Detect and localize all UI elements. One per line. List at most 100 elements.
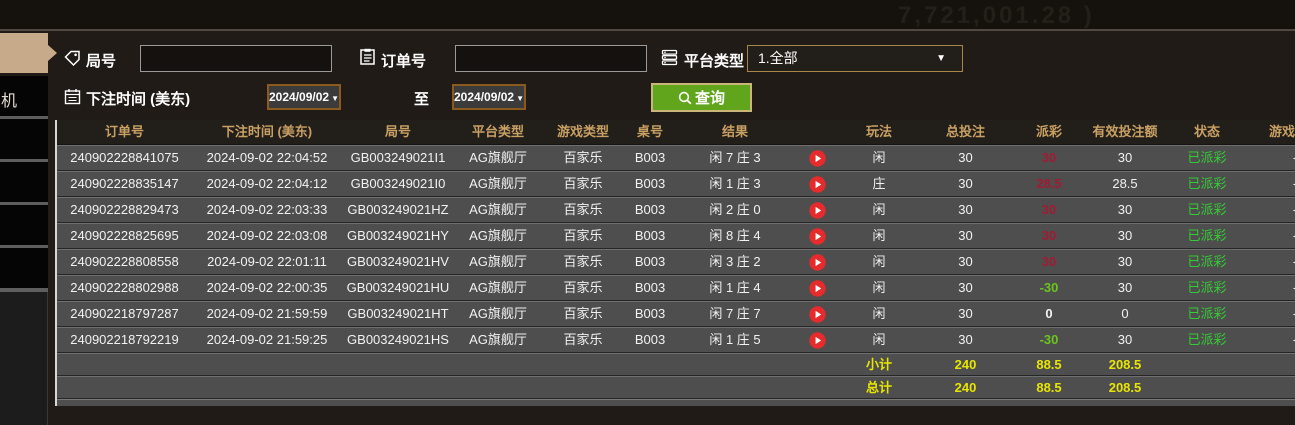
round-number: GB003249021HS (347, 332, 449, 347)
search-icon (678, 91, 692, 104)
date-from-picker[interactable]: 2024/09/02 ▼ (267, 84, 341, 110)
round-number: GB003249021HZ (347, 202, 449, 217)
empty-cell (542, 377, 624, 398)
sidebar-item-machine[interactable]: 机 (0, 76, 48, 116)
total-bet: 240 (954, 380, 977, 395)
table-number: B003 (634, 228, 666, 243)
bet-time-label: 下注时间 (美东) (86, 91, 191, 108)
bet-play: 闲 (872, 306, 886, 321)
order-number: 240902228802988 (70, 280, 179, 295)
bet-play: 庄 (872, 176, 886, 191)
column-header: 总投注 (945, 124, 985, 139)
round-number: GB003249021I1 (350, 150, 446, 165)
game-mode: - (1249, 250, 1295, 274)
empty-cell (1165, 377, 1249, 398)
game-type: 百家乐 (563, 254, 603, 269)
play-video-icon[interactable] (808, 306, 826, 326)
table-row[interactable]: 240902228825695 2024-09-02 22:03:08 GB00… (57, 223, 1295, 249)
query-button-label: 查询 (694, 90, 725, 107)
game-type: 百家乐 (563, 228, 603, 243)
table-number: B003 (634, 280, 666, 295)
total-bet-value: 30 (958, 332, 973, 347)
table-row[interactable]: 240902228802988 2024-09-02 22:00:35 GB00… (57, 275, 1295, 301)
total-bet-value: 30 (958, 202, 973, 217)
table-row[interactable]: 240902228829473 2024-09-02 22:03:33 GB00… (57, 197, 1295, 223)
round-number: GB003249021I0 (350, 176, 446, 191)
video-cell (794, 146, 840, 170)
sidebar-item[interactable] (0, 248, 48, 288)
valid-bet-value: 30 (1117, 150, 1133, 165)
order-number-input[interactable] (455, 45, 647, 72)
result-text: 闲 2 庄 0 (709, 202, 761, 217)
play-video-icon[interactable] (808, 176, 826, 196)
play-video-icon[interactable] (808, 280, 826, 300)
subtotal-valid: 208.5 (1108, 357, 1142, 372)
round-number-input[interactable] (140, 45, 332, 72)
bet-play: 闲 (872, 332, 886, 347)
empty-cell (192, 377, 342, 398)
game-mode: - (1249, 328, 1295, 352)
bet-play: 闲 (872, 228, 886, 243)
result-text: 闲 8 庄 4 (709, 228, 761, 243)
play-video-icon[interactable] (808, 202, 826, 222)
sidebar-active-item[interactable] (0, 33, 57, 73)
result-text: 闲 7 庄 3 (709, 150, 761, 165)
order-number: 240902228835147 (70, 176, 179, 191)
payout-value: 30 (1041, 254, 1057, 269)
valid-bet-value: 28.5 (1112, 176, 1138, 191)
subtotal-payout: 88.5 (1036, 357, 1062, 372)
table-row[interactable]: 240902228841075 2024-09-02 22:04:52 GB00… (57, 145, 1295, 171)
platform-type-label: 平台类型 (684, 53, 745, 70)
to-label: 至 (414, 91, 430, 108)
table-row[interactable]: 240902228808558 2024-09-02 22:01:11 GB00… (57, 249, 1295, 275)
platform-type-dropdown[interactable]: 1.全部 ▼ (747, 45, 963, 72)
play-video-icon[interactable] (808, 228, 826, 248)
platform-type: AG旗舰厅 (469, 306, 527, 321)
empty-cell (794, 354, 840, 375)
platform-type: AG旗舰厅 (469, 332, 527, 347)
empty-cell (794, 377, 840, 398)
play-video-icon[interactable] (808, 150, 826, 170)
table-number: B003 (634, 254, 666, 269)
platform-type: AG旗舰厅 (469, 202, 527, 217)
table-number: B003 (634, 176, 666, 191)
empty-cell (624, 377, 676, 398)
table-row[interactable]: 240902228835147 2024-09-02 22:04:12 GB00… (57, 171, 1295, 197)
payout-value: 30 (1041, 228, 1057, 243)
platform-type: AG旗舰厅 (469, 150, 527, 165)
table-row[interactable]: 240902218797287 2024-09-02 21:59:59 GB00… (57, 301, 1295, 327)
tag-icon (64, 50, 80, 67)
empty-cell (57, 377, 192, 398)
empty-cell (676, 354, 794, 375)
video-cell (794, 198, 840, 222)
play-video-icon[interactable] (808, 254, 826, 274)
bet-time: 2024-09-02 22:04:52 (206, 150, 328, 165)
date-to-picker[interactable]: 2024/09/02 ▼ (452, 84, 526, 110)
column-header: 桌号 (636, 124, 663, 139)
status-badge: 已派彩 (1187, 176, 1227, 191)
sidebar-item[interactable] (0, 119, 48, 159)
valid-bet-value: 30 (1117, 254, 1133, 269)
empty-cell (676, 377, 794, 398)
sidebar-footer (0, 292, 48, 425)
chevron-down-icon: ▼ (516, 94, 524, 103)
table-row[interactable]: 240902218792219 2024-09-02 21:59:25 GB00… (57, 327, 1295, 353)
date-from-value: 2024/09/02 (269, 90, 330, 104)
sidebar-item[interactable] (0, 162, 48, 202)
sidebar-item[interactable] (0, 205, 48, 245)
column-header: 状态 (1193, 124, 1220, 139)
valid-bet-value: 30 (1117, 280, 1133, 295)
result-text: 闲 1 庄 5 (709, 332, 761, 347)
bet-time: 2024-09-02 22:03:08 (206, 228, 328, 243)
game-mode: - (1249, 198, 1295, 222)
table-number: B003 (634, 306, 666, 321)
query-button[interactable]: 查询 (651, 83, 752, 112)
play-video-icon[interactable] (808, 332, 826, 352)
column-header (794, 120, 840, 144)
column-header: 游戏类型 (556, 124, 609, 139)
subtotal-row: 小计 240 88.5 208.5 (57, 353, 1295, 376)
game-type: 百家乐 (563, 332, 603, 347)
order-number-label: 订单号 (381, 53, 427, 70)
table-body: 240902228841075 2024-09-02 22:04:52 GB00… (57, 145, 1295, 353)
